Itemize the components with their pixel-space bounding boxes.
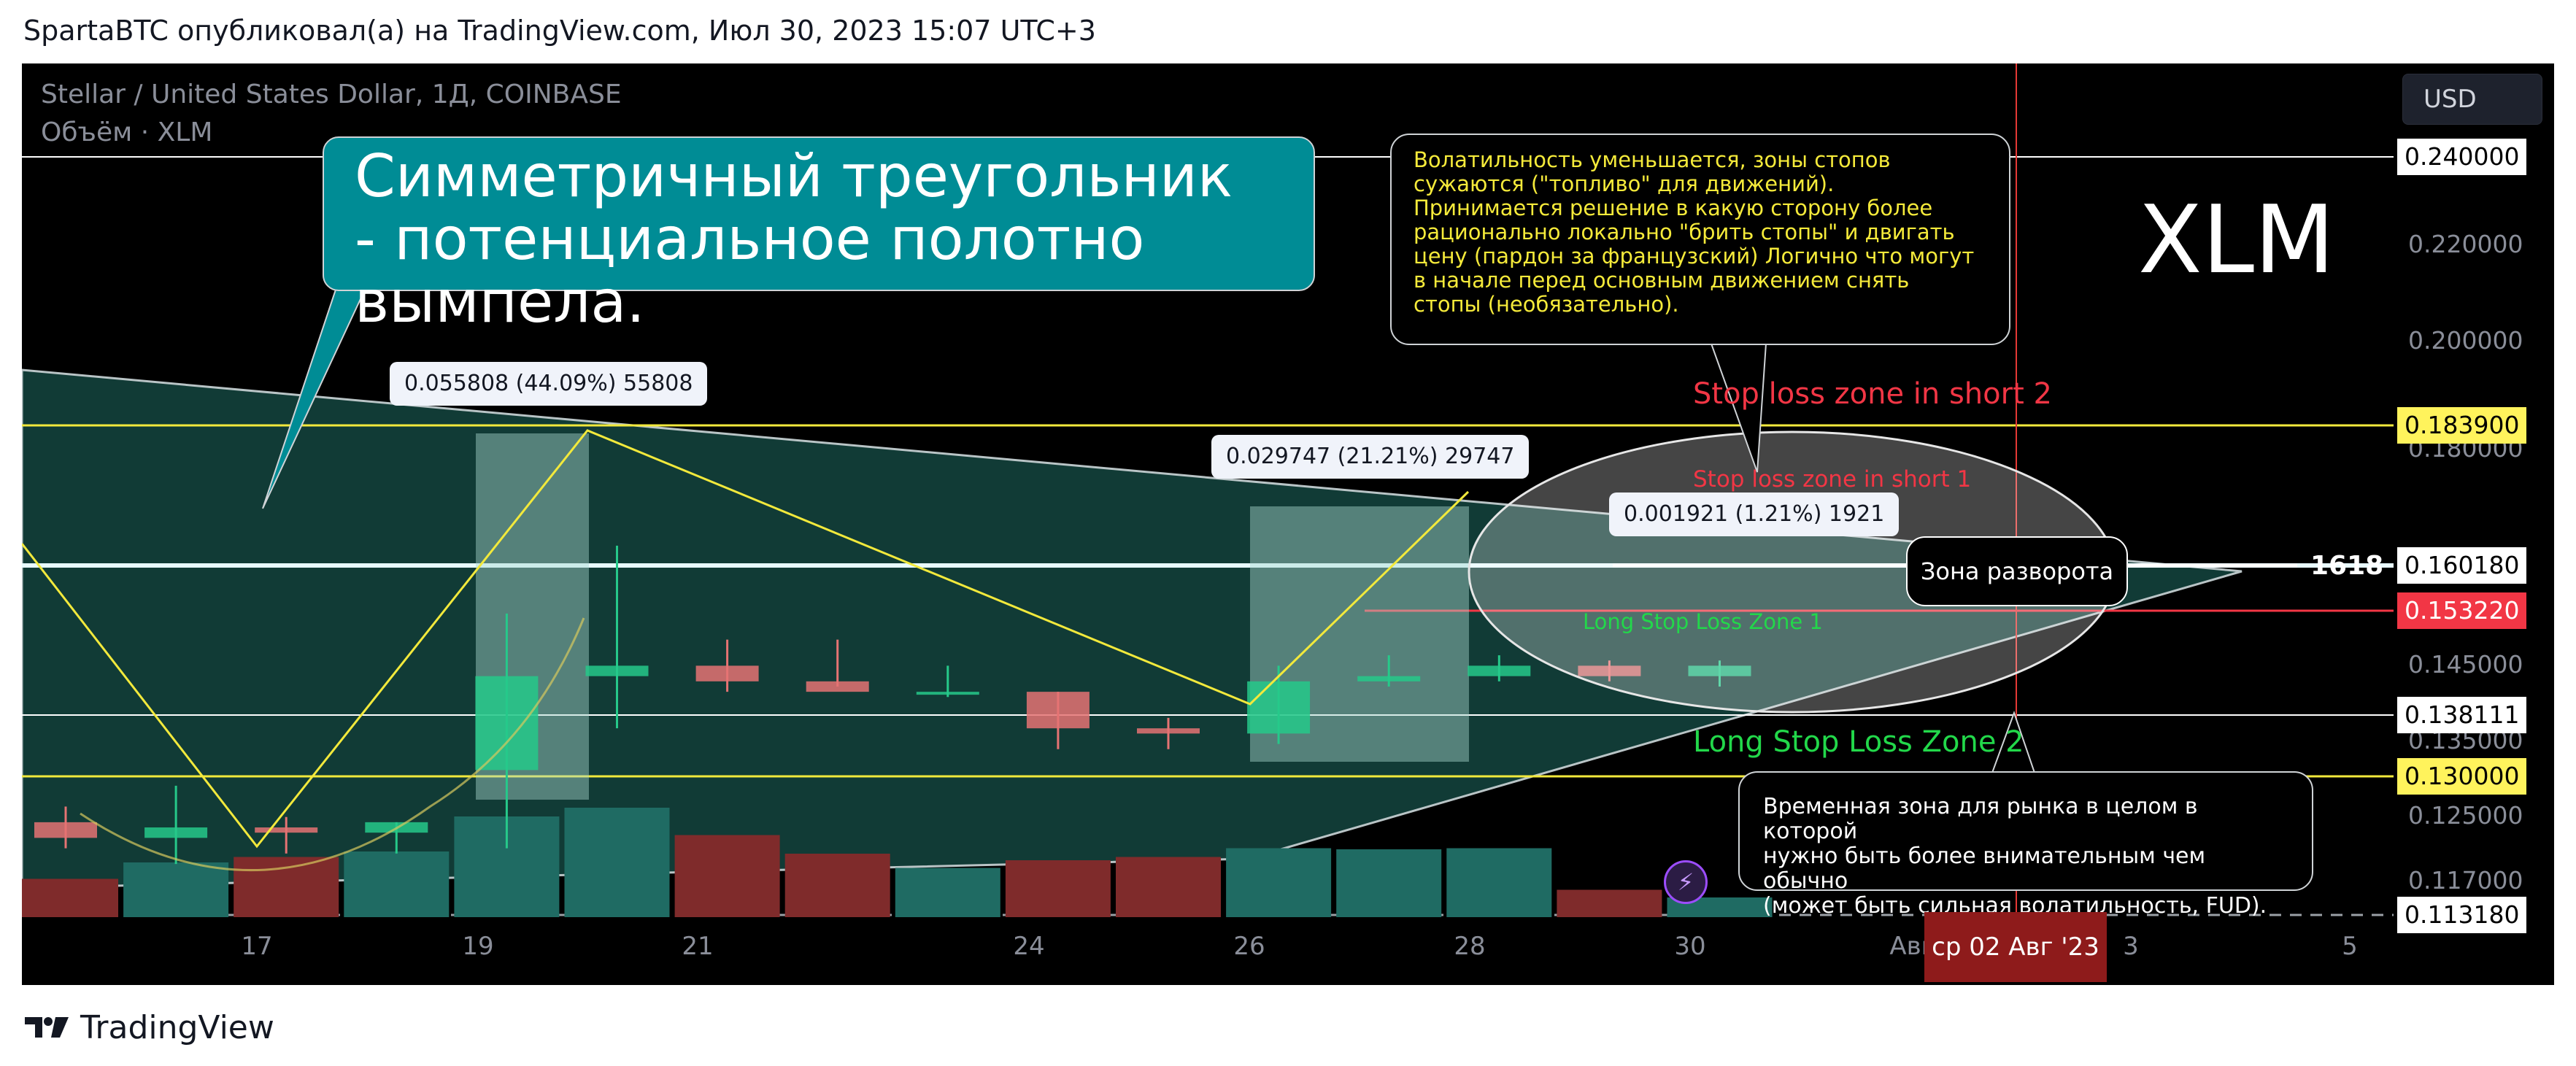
price-label: 0.160180 — [2397, 547, 2527, 584]
candle-body — [255, 827, 318, 833]
volume-bar — [1005, 860, 1111, 917]
volume-bar — [1226, 848, 1332, 917]
long-stop-1-label: Long Stop Loss Zone 1 — [1583, 609, 1823, 634]
price-label: 0.240000 — [2397, 139, 2527, 175]
value-1618: 1618 — [2310, 551, 2384, 581]
note-line: цену (пардон за французский) Логично что… — [1414, 244, 1975, 269]
pattern-title-callout[interactable]: Симметричный треугольник - потенциальное… — [323, 136, 1315, 333]
candle-body — [585, 665, 649, 676]
volume-bars — [22, 808, 1773, 917]
price-label: 0.183900 — [2397, 407, 2527, 444]
title-line-1: Симметричный треугольник — [355, 142, 1233, 210]
cursor-date-badge: ср 02 Авг '23 — [1924, 912, 2107, 982]
long-stop-2-label: Long Stop Loss Zone 2 — [1693, 725, 2024, 759]
volume-bar — [344, 851, 450, 917]
temporary-zone-note[interactable]: Временная зона для рынка в целом в котор… — [1738, 771, 2313, 919]
time-tick: 17 — [241, 932, 273, 961]
bottom-arc — [80, 617, 585, 871]
candle-body — [34, 822, 97, 838]
price-label: 0.138111 — [2397, 697, 2527, 733]
price-tick: 0.145000 — [2408, 650, 2523, 679]
publish-info: SpartaBTC опубликовал(а) на TradingView.… — [23, 15, 1096, 47]
tradingview-logo-icon — [25, 1017, 69, 1038]
zigzag-line — [22, 429, 1470, 849]
note-line: Принимается решение в какую сторону боле… — [1414, 196, 1933, 220]
candle-body — [1578, 665, 1641, 676]
tradingview-footer[interactable]: TradingView — [23, 1005, 274, 1049]
price-label: 0.153220 — [2397, 592, 2527, 629]
title-line-2: - потенциальное полотно вымпела. — [355, 205, 1145, 336]
volume-bar — [22, 878, 118, 917]
time-tick: 24 — [1013, 932, 1045, 961]
candle-body — [1247, 681, 1311, 734]
candle-body — [1688, 665, 1751, 676]
stop-short-1-label: Stop loss zone in short 1 — [1693, 466, 1972, 493]
volume-bar — [1557, 889, 1662, 917]
stop-short-2-label: Stop loss zone in short 2 — [1693, 377, 2052, 411]
candle-body — [695, 665, 759, 681]
price-tick: 0.125000 — [2408, 801, 2523, 830]
price-tick: 0.200000 — [2408, 326, 2523, 355]
note-line: сужаются ("топливо" для движений). — [1414, 171, 1835, 196]
candle-body — [144, 827, 208, 838]
symbol-watermark: XLM — [2138, 186, 2335, 295]
price-label: 0.130000 — [2397, 758, 2527, 795]
candle-body — [806, 681, 869, 692]
candle-body — [1468, 665, 1531, 676]
volume-bar — [564, 808, 670, 917]
candle-body — [916, 692, 979, 695]
volatility-note[interactable]: Волатильность уменьшается, зоны стопов с… — [1390, 134, 2010, 345]
volume-bar — [1446, 848, 1552, 917]
price-label: 0.113180 — [2397, 897, 2527, 933]
time-tick: 21 — [682, 932, 714, 961]
volume-bar — [895, 868, 1000, 917]
candle-body — [1137, 728, 1200, 734]
price-tick: 0.117000 — [2408, 866, 2523, 895]
pivot-zone-label[interactable]: Зона разворота — [1906, 536, 2128, 606]
volume-bar — [234, 857, 339, 917]
lightning-icon[interactable]: ⚡ — [1664, 860, 1708, 904]
note-line: рационально локально "брить стопы" и дви… — [1414, 220, 1955, 244]
symbol-legend[interactable]: Stellar / United States Dollar, 1Д, COIN… — [41, 80, 622, 109]
price-tick: 0.220000 — [2408, 230, 2523, 258]
volume-bar — [1336, 849, 1442, 917]
measure-label-2[interactable]: 0.029747 (21.21%) 29747 — [1211, 435, 1530, 479]
volume-bar — [674, 835, 780, 917]
time-tick: 26 — [1233, 932, 1265, 961]
candles — [34, 545, 1751, 865]
time-tick: 5 — [2342, 932, 2358, 961]
time-tick: 19 — [462, 932, 494, 961]
currency-button[interactable]: USD — [2402, 74, 2542, 125]
measure-label-3[interactable]: 0.001921 (1.21%) 1921 — [1609, 493, 1900, 536]
chart-frame[interactable]: Stellar / United States Dollar, 1Д, COIN… — [22, 63, 2554, 985]
volume-bar — [784, 854, 890, 917]
time-tick: 30 — [1674, 932, 1706, 961]
volume-bar — [1116, 857, 1221, 917]
note-line: нужно быть более внимательным чем обычно — [1763, 843, 2206, 894]
note-line: стопы (необязательно). — [1414, 292, 1679, 317]
candle-body — [1357, 676, 1421, 681]
note-line: Волатильность уменьшается, зоны стопов — [1414, 147, 1891, 172]
time-tick: 3 — [2123, 932, 2139, 961]
note-line: в начале перед основным движением снять — [1414, 268, 1910, 293]
volume-legend[interactable]: Объём · XLM — [41, 117, 213, 147]
tradingview-brand: TradingView — [80, 1008, 274, 1046]
candle-body — [1026, 692, 1090, 729]
note-line: Временная зона для рынка в целом в котор… — [1763, 794, 2198, 844]
time-tick: 28 — [1454, 932, 1486, 961]
candle-body — [475, 676, 539, 770]
volume-bar — [123, 862, 229, 917]
measure-label-1[interactable]: 0.055808 (44.09%) 55808 — [390, 362, 708, 406]
